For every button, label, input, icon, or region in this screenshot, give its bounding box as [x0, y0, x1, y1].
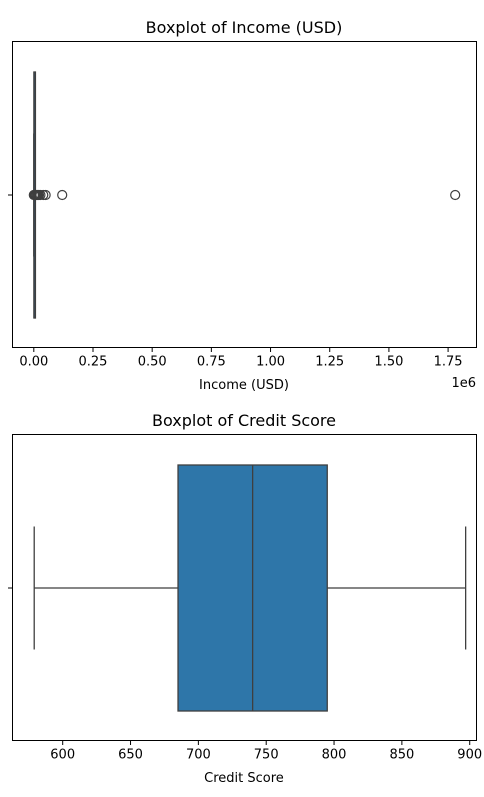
credit-score-x-tick-label: 900: [457, 748, 482, 763]
income-outlier-point: [58, 191, 67, 200]
income-x-tick-label: 0.75: [197, 355, 226, 370]
credit-score-x-tick-label: 750: [254, 748, 279, 763]
income-boxplot-panel: Boxplot of Income (USD) 0.00 0.25 0.50 0.75…: [8, 18, 477, 393]
income-x-tick-label: 0.25: [79, 355, 108, 370]
income-x-tick-label: 1.50: [374, 355, 403, 370]
income-x-ticks: 0.00 0.25 0.50 0.75 1.00 1.25 1.50 1.75: [19, 348, 462, 370]
income-x-tick-label: 0.00: [19, 355, 48, 370]
credit-score-boxplot-panel: Boxplot of Credit Score 600 650 700 750 800 8…: [8, 411, 482, 786]
income-x-tick-label: 1.00: [256, 355, 285, 370]
credit-score-chart-title: Boxplot of Credit Score: [152, 411, 336, 430]
credit-score-x-tick-label: 600: [50, 748, 75, 763]
income-plot-frame: [13, 42, 477, 348]
credit-score-x-tick-label: 650: [118, 748, 143, 763]
income-x-tick-label: 0.50: [138, 355, 167, 370]
income-x-axis-label: Income (USD): [199, 378, 289, 393]
credit-score-box-group: [34, 465, 465, 711]
credit-score-x-tick-label: 700: [186, 748, 211, 763]
credit-score-x-tick-label: 850: [389, 748, 414, 763]
credit-score-x-axis-label: Credit Score: [204, 771, 284, 786]
credit-score-x-tick-label: 800: [322, 748, 347, 763]
income-x-tick-label: 1.75: [434, 355, 463, 370]
income-chart-title: Boxplot of Income (USD): [146, 18, 343, 37]
income-offset-text: 1e6: [451, 376, 476, 391]
income-x-tick-label: 1.25: [315, 355, 344, 370]
credit-score-x-ticks: 600 650 700 750 800 850 900: [50, 741, 482, 763]
income-outliers: [29, 191, 459, 200]
income-outlier-point: [451, 191, 460, 200]
